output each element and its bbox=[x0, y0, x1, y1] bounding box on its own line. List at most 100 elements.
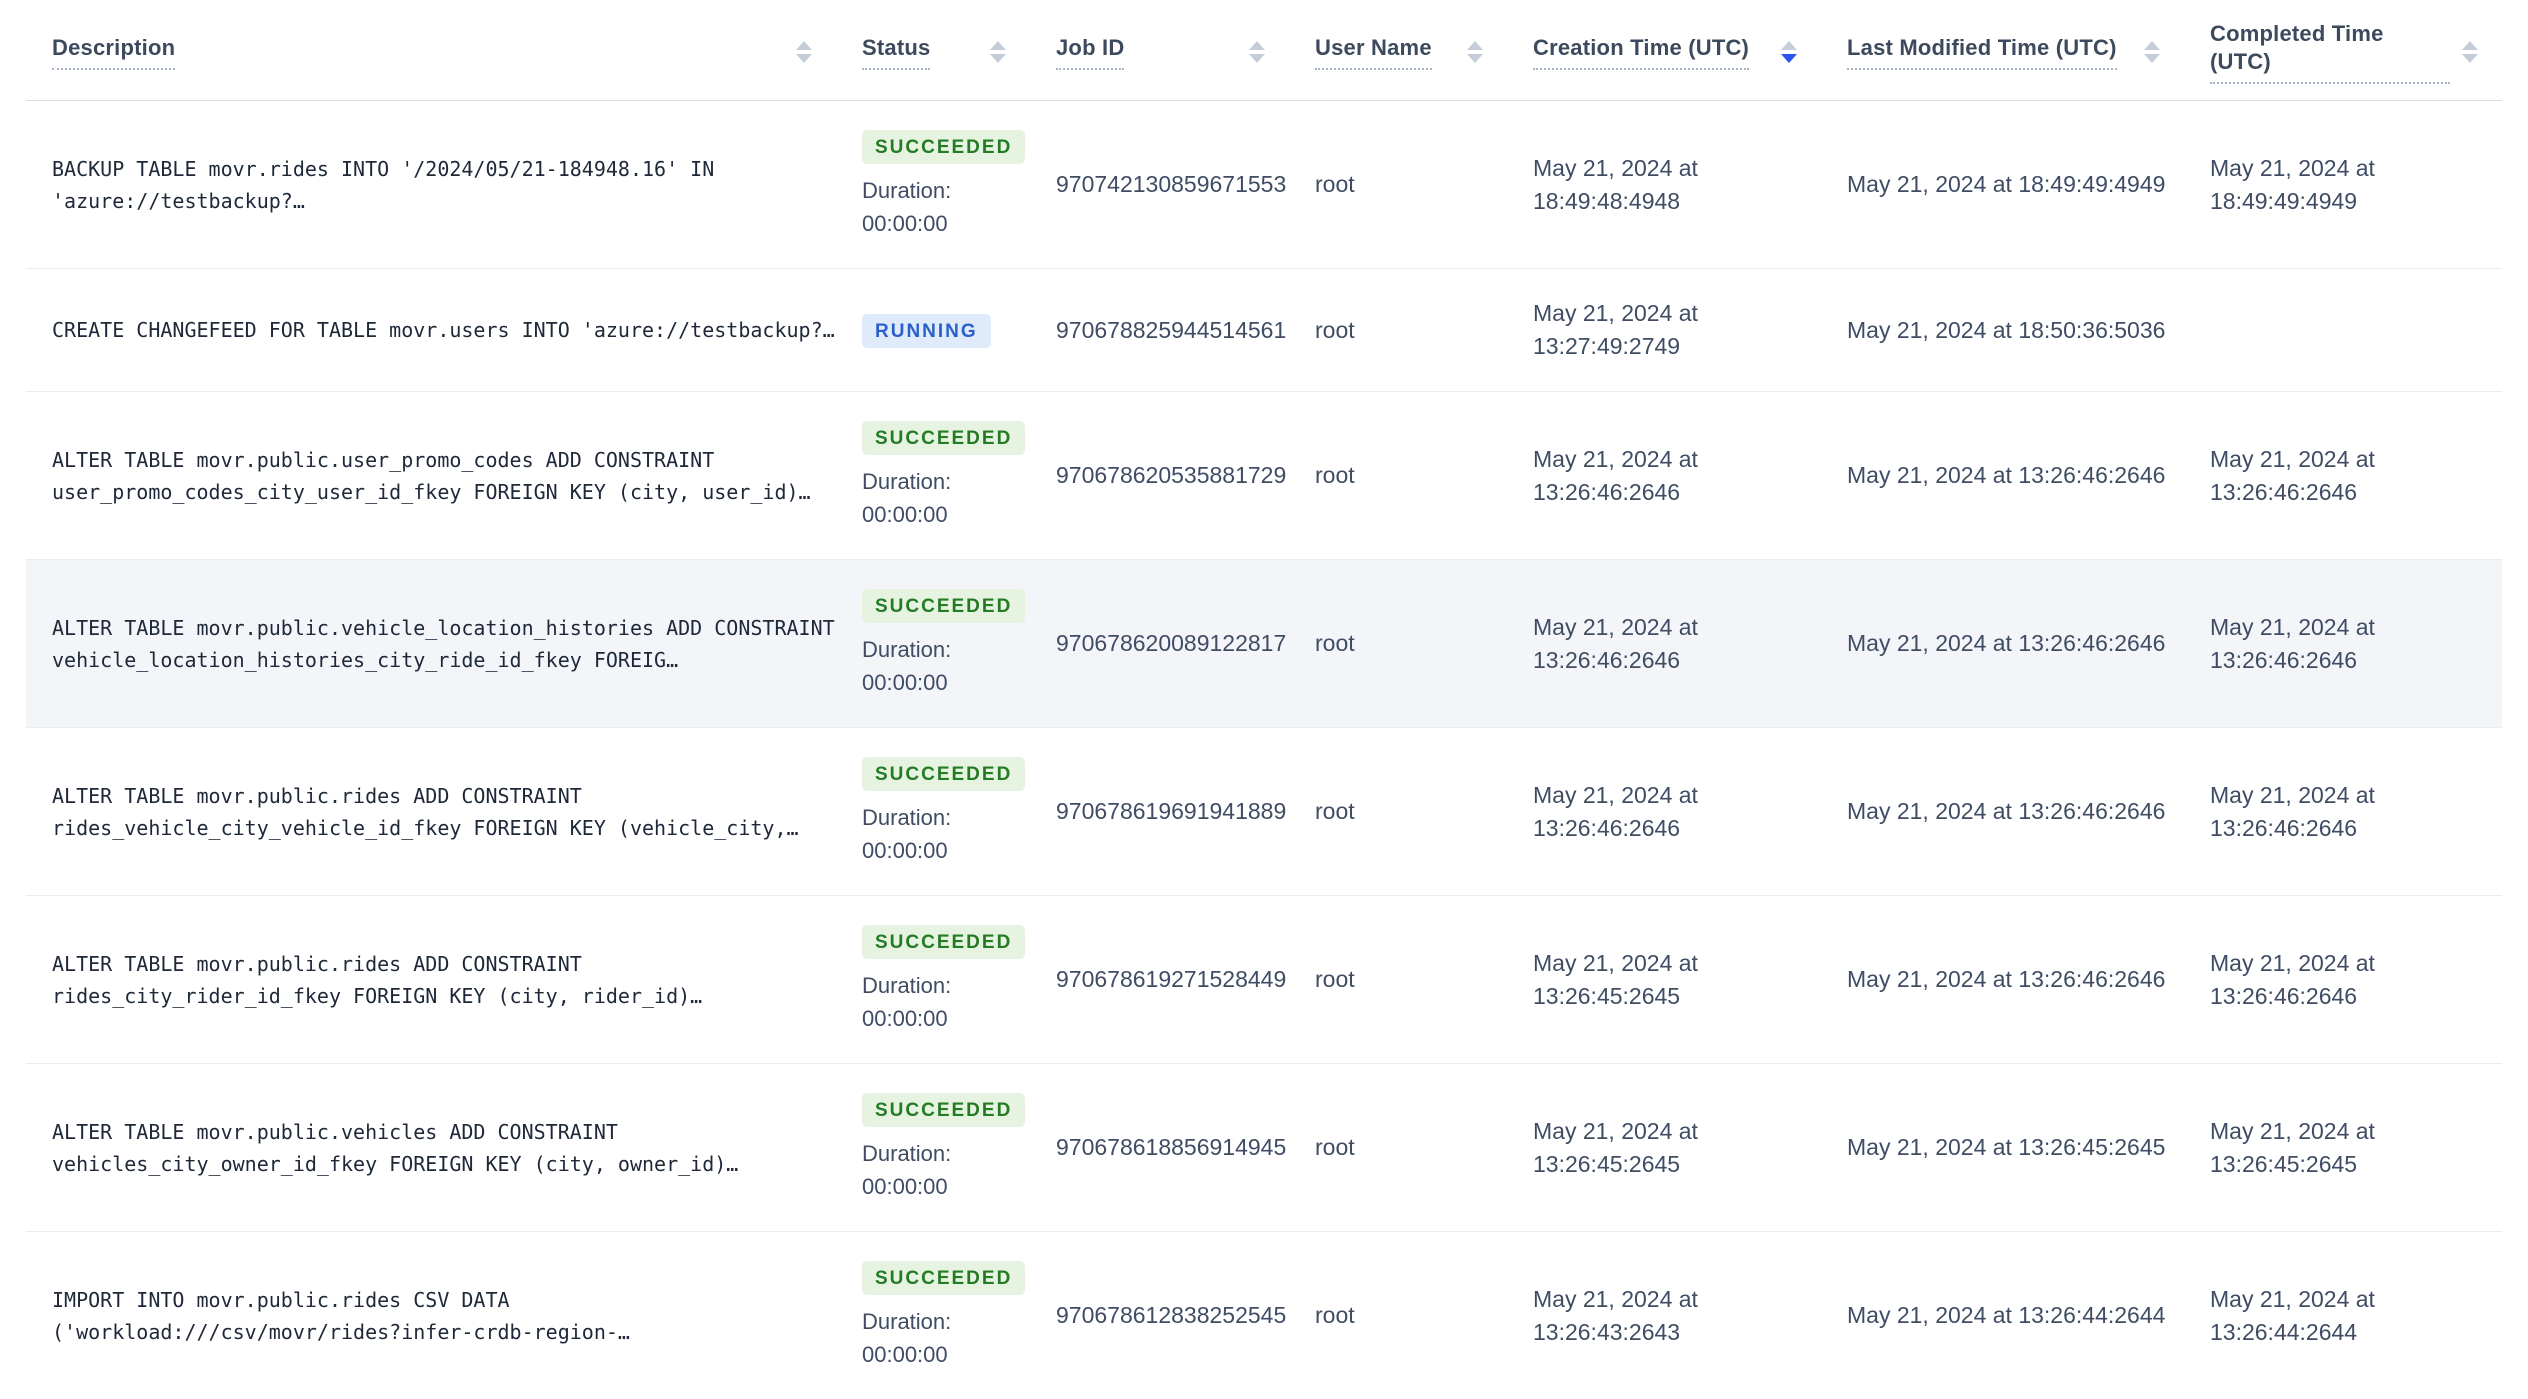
duration-value: 00:00:00 bbox=[862, 1338, 1006, 1371]
user-name: root bbox=[1315, 630, 1355, 656]
duration-value: 00:00:00 bbox=[862, 207, 1006, 240]
last-modified-time-cell: May 21, 2024 at 13:26:44:2644 bbox=[1821, 1232, 2184, 1399]
sort-ascending-icon bbox=[2144, 41, 2160, 50]
job-id: 970678620535881729 bbox=[1056, 462, 1286, 488]
description-cell: IMPORT INTO movr.public.rides CSV DATA (… bbox=[26, 1232, 836, 1399]
creation-time-cell: May 21, 2024 at 13:26:46:2646 bbox=[1507, 392, 1821, 560]
last-modified-time: May 21, 2024 at 13:26:46:2646 bbox=[1847, 966, 2165, 992]
table-row[interactable]: ALTER TABLE movr.public.user_promo_codes… bbox=[26, 392, 2502, 560]
job-description: CREATE CHANGEFEED FOR TABLE movr.users I… bbox=[52, 314, 836, 346]
duration-value: 00:00:00 bbox=[862, 666, 1006, 699]
creation-time: May 21, 2024 at 13:26:46:2646 bbox=[1533, 614, 1698, 673]
job-id: 970678619271528449 bbox=[1056, 966, 1286, 992]
completed-time-cell: May 21, 2024 at 13:26:46:2646 bbox=[2184, 728, 2502, 896]
status-cell: SUCCEEDED Duration: 00:00:00 bbox=[836, 896, 1030, 1064]
duration-label: Duration: bbox=[862, 174, 1006, 207]
completed-time: May 21, 2024 at 13:26:46:2646 bbox=[2210, 446, 2375, 505]
job-id-cell: 970678825944514561 bbox=[1030, 269, 1289, 392]
table-row[interactable]: BACKUP TABLE movr.rides INTO '/2024/05/2… bbox=[26, 101, 2502, 269]
job-description: ALTER TABLE movr.public.rides ADD CONSTR… bbox=[52, 948, 836, 1012]
duration-label: Duration: bbox=[862, 969, 1006, 1002]
column-header-description[interactable]: Description bbox=[26, 0, 836, 101]
completed-time: May 21, 2024 at 18:49:49:4949 bbox=[2210, 155, 2375, 214]
creation-time: May 21, 2024 at 13:26:43:2643 bbox=[1533, 1286, 1698, 1345]
duration-label: Duration: bbox=[862, 801, 1006, 834]
sort-arrows-icon bbox=[796, 41, 812, 63]
creation-time: May 21, 2024 at 13:26:45:2645 bbox=[1533, 950, 1698, 1009]
creation-time: May 21, 2024 at 13:26:45:2645 bbox=[1533, 1118, 1698, 1177]
creation-time-cell: May 21, 2024 at 13:26:46:2646 bbox=[1507, 560, 1821, 728]
sort-ascending-icon bbox=[1249, 41, 1265, 50]
creation-time-cell: May 21, 2024 at 13:26:45:2645 bbox=[1507, 1064, 1821, 1232]
column-header-creation-time-utc[interactable]: Creation Time (UTC) bbox=[1507, 0, 1821, 101]
job-id: 970678620089122817 bbox=[1056, 630, 1286, 656]
job-description: ALTER TABLE movr.public.vehicles ADD CON… bbox=[52, 1116, 836, 1180]
status-badge: SUCCEEDED bbox=[862, 925, 1025, 959]
creation-time-cell: May 21, 2024 at 18:49:48:4948 bbox=[1507, 101, 1821, 269]
sort-descending-icon bbox=[1781, 54, 1797, 63]
user-name-cell: root bbox=[1289, 1064, 1507, 1232]
status-badge: SUCCEEDED bbox=[862, 1261, 1025, 1295]
sort-ascending-icon bbox=[990, 41, 1006, 50]
column-header-completed-time-utc[interactable]: Completed Time (UTC) bbox=[2184, 0, 2502, 101]
table-row[interactable]: IMPORT INTO movr.public.rides CSV DATA (… bbox=[26, 1232, 2502, 1399]
creation-time: May 21, 2024 at 13:26:46:2646 bbox=[1533, 782, 1698, 841]
status-badge: SUCCEEDED bbox=[862, 757, 1025, 791]
job-description: ALTER TABLE movr.public.user_promo_codes… bbox=[52, 444, 836, 508]
job-duration: Duration: 00:00:00 bbox=[862, 969, 1006, 1035]
column-header-label: Description bbox=[52, 34, 175, 71]
status-cell: RUNNING Duration: bbox=[836, 269, 1030, 392]
job-duration: Duration: 00:00:00 bbox=[862, 633, 1006, 699]
completed-time-cell: May 21, 2024 at 13:26:45:2645 bbox=[2184, 1064, 2502, 1232]
table-row[interactable]: ALTER TABLE movr.public.vehicles ADD CON… bbox=[26, 1064, 2502, 1232]
sort-ascending-icon bbox=[1781, 41, 1797, 50]
duration-label: Duration: bbox=[862, 633, 1006, 666]
last-modified-time-cell: May 21, 2024 at 13:26:45:2645 bbox=[1821, 1064, 2184, 1232]
user-name: root bbox=[1315, 1302, 1355, 1328]
job-duration: Duration: 00:00:00 bbox=[862, 1137, 1006, 1203]
description-cell: BACKUP TABLE movr.rides INTO '/2024/05/2… bbox=[26, 101, 836, 269]
duration-label: Duration: bbox=[862, 1305, 1006, 1338]
column-header-status[interactable]: Status bbox=[836, 0, 1030, 101]
user-name: root bbox=[1315, 317, 1355, 343]
description-cell: ALTER TABLE movr.public.user_promo_codes… bbox=[26, 392, 836, 560]
user-name: root bbox=[1315, 1134, 1355, 1160]
job-id: 970678618856914945 bbox=[1056, 1134, 1286, 1160]
table-row[interactable]: ALTER TABLE movr.public.vehicle_location… bbox=[26, 560, 2502, 728]
table-header-row: Description Status Job ID User Name bbox=[26, 0, 2502, 101]
last-modified-time-cell: May 21, 2024 at 18:50:36:5036 bbox=[1821, 269, 2184, 392]
duration-value: 00:00:00 bbox=[862, 834, 1006, 867]
sort-ascending-icon bbox=[1467, 41, 1483, 50]
job-id: 970678619691941889 bbox=[1056, 798, 1286, 824]
column-header-user-name[interactable]: User Name bbox=[1289, 0, 1507, 101]
last-modified-time-cell: May 21, 2024 at 18:49:49:4949 bbox=[1821, 101, 2184, 269]
status-badge: RUNNING bbox=[862, 314, 991, 348]
column-header-label: Creation Time (UTC) bbox=[1533, 34, 1749, 71]
completed-time: May 21, 2024 at 13:26:46:2646 bbox=[2210, 950, 2375, 1009]
table-row[interactable]: ALTER TABLE movr.public.rides ADD CONSTR… bbox=[26, 896, 2502, 1064]
table-row[interactable]: CREATE CHANGEFEED FOR TABLE movr.users I… bbox=[26, 269, 2502, 392]
table-row[interactable]: ALTER TABLE movr.public.rides ADD CONSTR… bbox=[26, 728, 2502, 896]
completed-time-cell: May 21, 2024 at 13:26:46:2646 bbox=[2184, 896, 2502, 1064]
description-cell: ALTER TABLE movr.public.rides ADD CONSTR… bbox=[26, 728, 836, 896]
job-id: 970678612838252545 bbox=[1056, 1302, 1286, 1328]
status-badge: SUCCEEDED bbox=[862, 421, 1025, 455]
user-name-cell: root bbox=[1289, 560, 1507, 728]
job-id-cell: 970678620535881729 bbox=[1030, 392, 1289, 560]
user-name: root bbox=[1315, 798, 1355, 824]
job-description: IMPORT INTO movr.public.rides CSV DATA (… bbox=[52, 1284, 836, 1348]
duration-label: Duration: bbox=[862, 465, 1006, 498]
last-modified-time-cell: May 21, 2024 at 13:26:46:2646 bbox=[1821, 392, 2184, 560]
column-header-label: Last Modified Time (UTC) bbox=[1847, 34, 2117, 71]
user-name: root bbox=[1315, 966, 1355, 992]
status-cell: SUCCEEDED Duration: 00:00:00 bbox=[836, 560, 1030, 728]
job-description: ALTER TABLE movr.public.vehicle_location… bbox=[52, 612, 836, 676]
user-name-cell: root bbox=[1289, 101, 1507, 269]
column-header-last-modified-time-utc[interactable]: Last Modified Time (UTC) bbox=[1821, 0, 2184, 101]
column-header-label: User Name bbox=[1315, 34, 1432, 71]
user-name-cell: root bbox=[1289, 269, 1507, 392]
last-modified-time: May 21, 2024 at 13:26:46:2646 bbox=[1847, 630, 2165, 656]
sort-ascending-icon bbox=[2462, 41, 2478, 50]
column-header-job-id[interactable]: Job ID bbox=[1030, 0, 1289, 101]
job-duration: Duration: 00:00:00 bbox=[862, 465, 1006, 531]
